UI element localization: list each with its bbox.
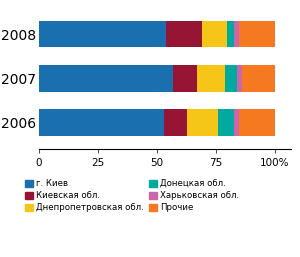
Bar xyxy=(227,21,235,48)
Bar xyxy=(166,21,202,48)
Bar xyxy=(202,21,227,48)
Bar xyxy=(39,65,173,92)
Bar xyxy=(188,109,218,136)
Bar xyxy=(197,65,225,92)
Bar xyxy=(218,109,235,136)
Bar xyxy=(235,109,239,136)
Bar xyxy=(235,21,239,48)
Bar xyxy=(173,65,197,92)
Legend: г. Киев, Киевская обл., Днепропетровская обл., Донецкая обл., Харьковская обл., : г. Киев, Киевская обл., Днепропетровская… xyxy=(23,177,241,214)
Bar xyxy=(225,65,237,92)
Bar xyxy=(237,65,242,92)
Bar xyxy=(39,109,164,136)
Bar xyxy=(239,109,274,136)
Bar xyxy=(242,65,274,92)
Bar xyxy=(164,109,188,136)
Bar xyxy=(239,21,274,48)
Bar xyxy=(39,21,166,48)
